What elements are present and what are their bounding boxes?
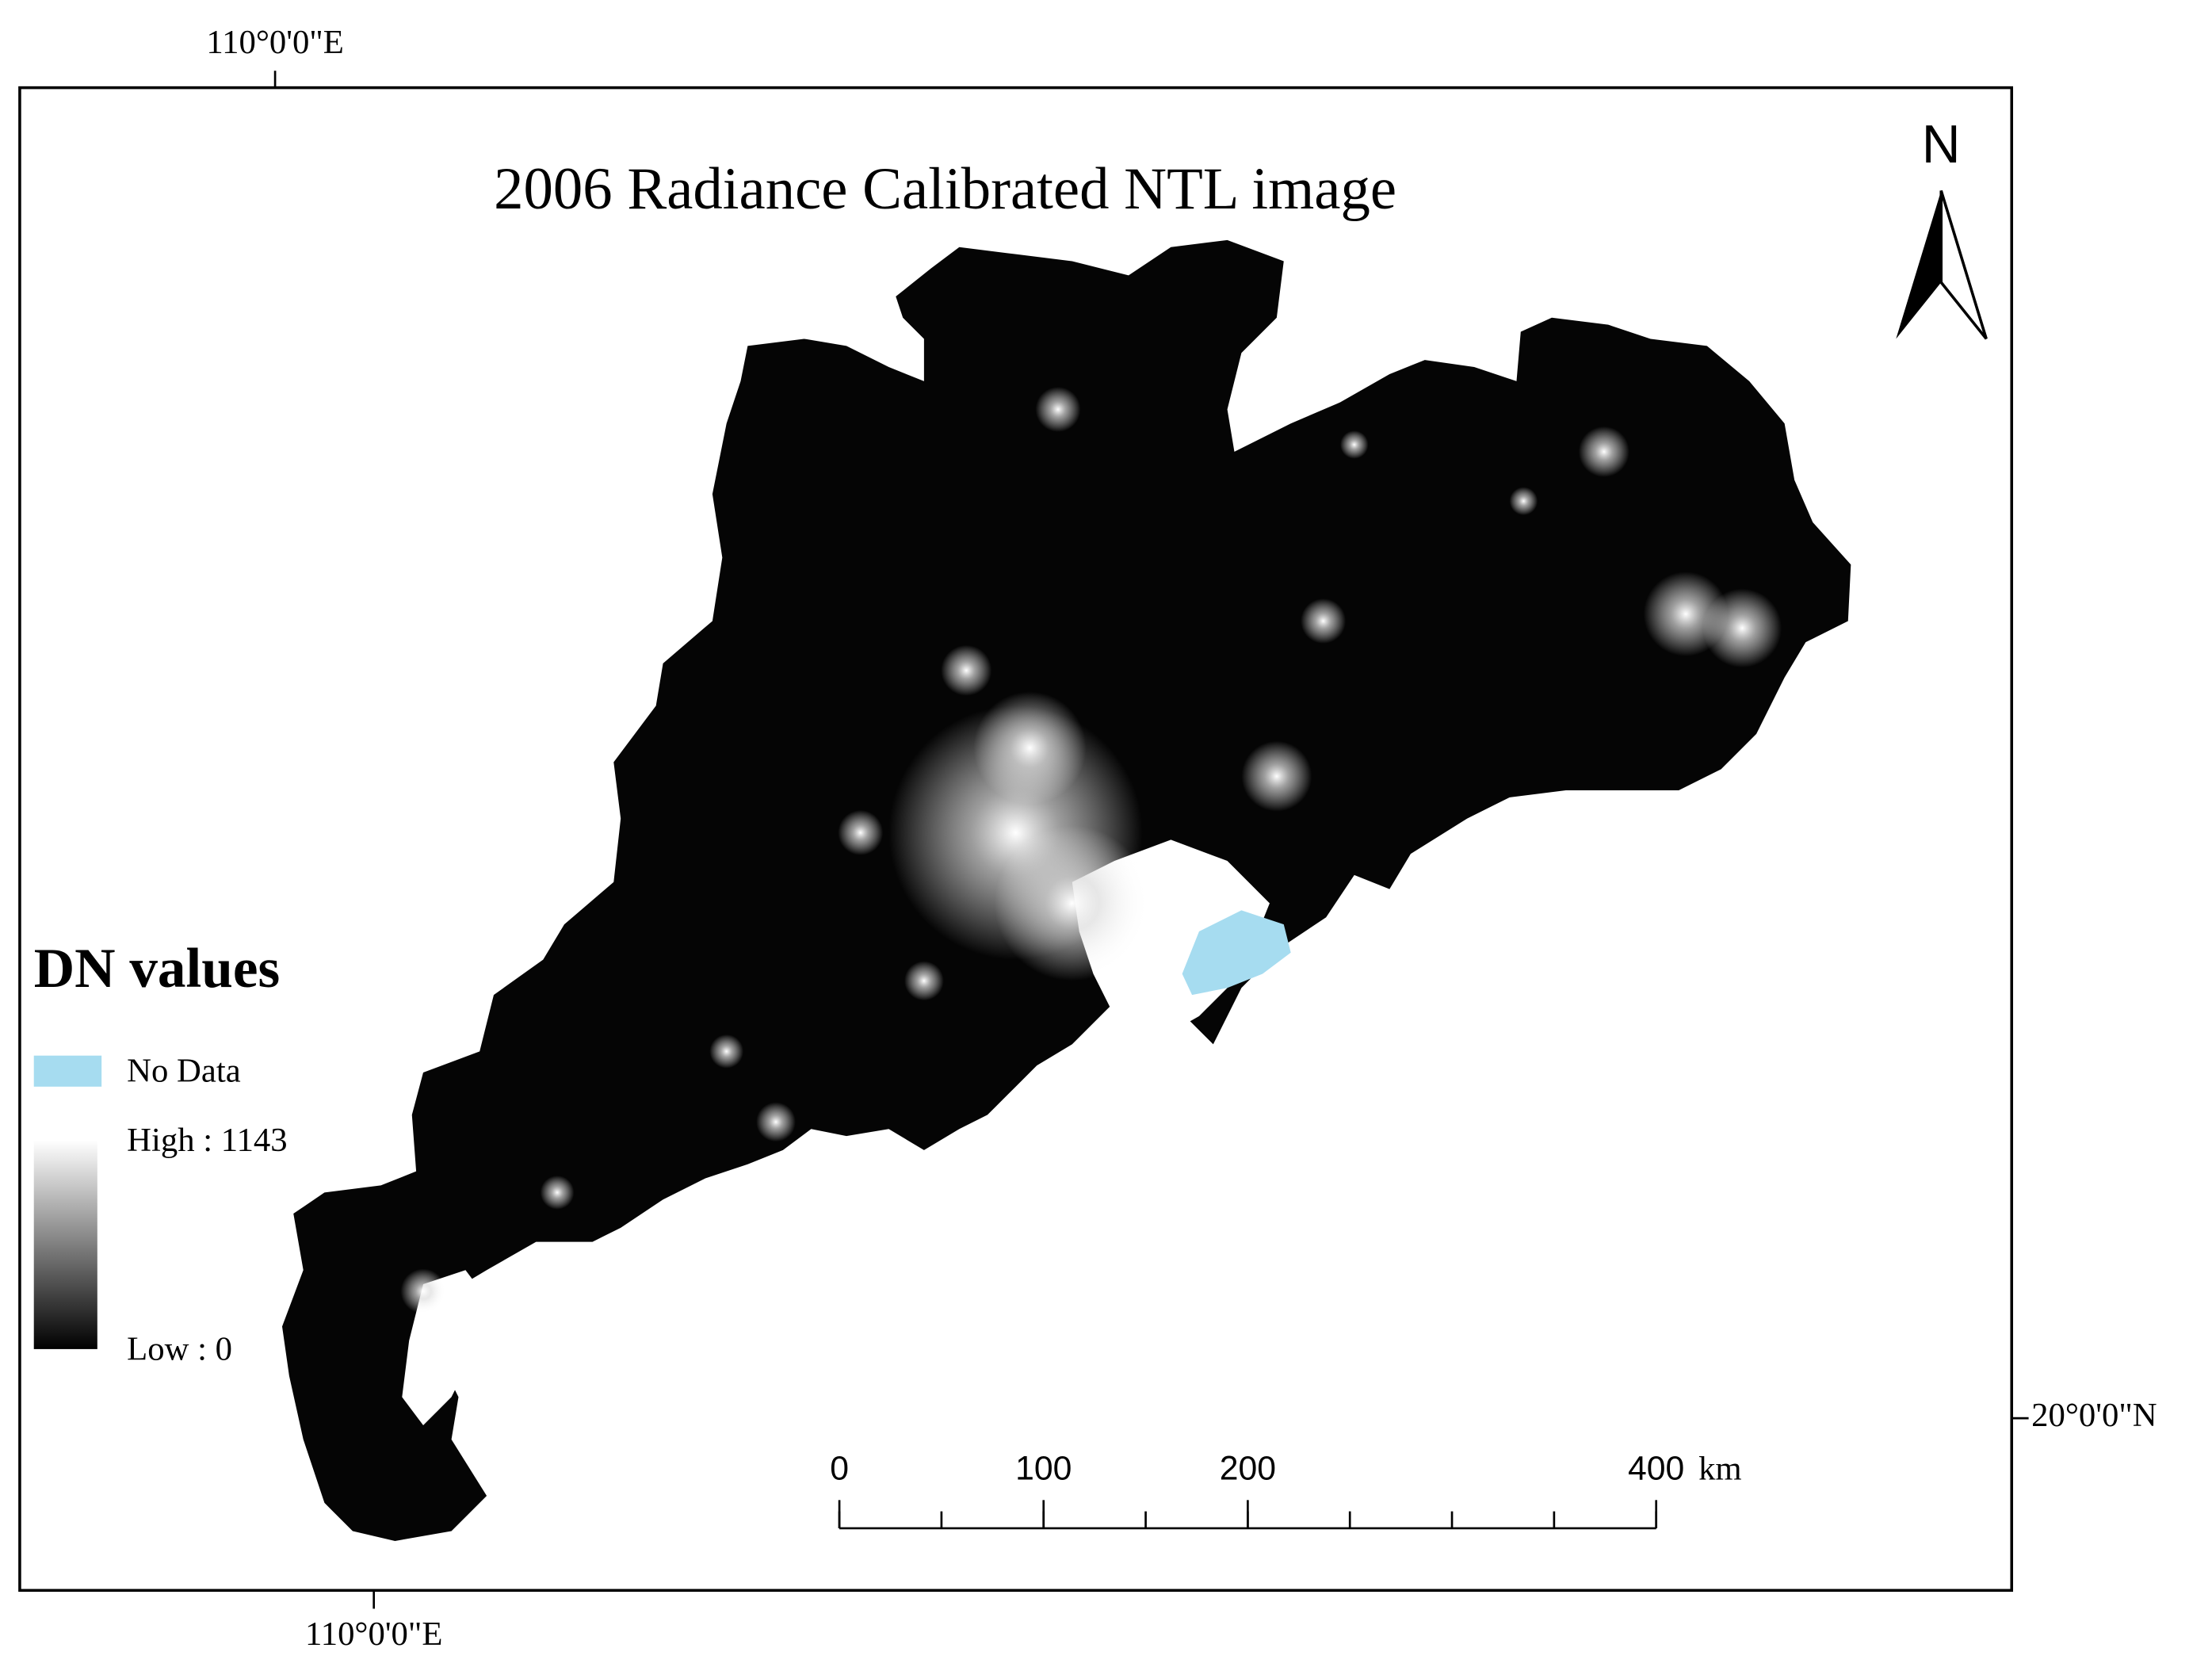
legend-label: Low : 0 (127, 1330, 232, 1367)
city-light (973, 691, 1087, 805)
north-label: N (1922, 115, 1961, 174)
legend-label: No Data (127, 1053, 241, 1090)
scale-bar-label: 200 (1220, 1449, 1276, 1487)
graticule-label: 110°0'0"E (305, 1616, 442, 1653)
region (281, 239, 1851, 1541)
scale-bar-label: 0 (830, 1449, 849, 1487)
city-light (994, 825, 1150, 981)
city-light (709, 1034, 744, 1069)
city-light (838, 809, 884, 855)
graticule-label: 20°0'0"N (2031, 1397, 2157, 1434)
graticule-label: 110°0'0"E (206, 24, 343, 61)
city-light (941, 644, 992, 696)
city-light (904, 961, 944, 1001)
city-light (1241, 740, 1312, 812)
legend-swatch (33, 1055, 102, 1087)
city-light (1509, 487, 1538, 515)
city-lights (400, 386, 1782, 1314)
legend-label: High : 1143 (127, 1122, 287, 1159)
city-light (756, 1102, 796, 1142)
north-arrow (1939, 190, 1988, 340)
map-title: 2006 Radiance Calibrated NTL image (494, 156, 1396, 222)
scale-bar-label: 400 (1628, 1449, 1684, 1487)
legend-title: DN values (34, 938, 280, 1000)
city-light (400, 1268, 446, 1314)
city-light (1339, 430, 1369, 459)
city-light (1035, 386, 1081, 432)
scale-bar-label: 100 (1015, 1449, 1072, 1487)
legend-ramp (33, 1140, 97, 1349)
city-light (1578, 426, 1629, 477)
city-light (1301, 598, 1347, 644)
city-light (1702, 588, 1782, 668)
no-data-area (1182, 910, 1291, 996)
scale-bar: 0 100 200 400 km (830, 1449, 1742, 1530)
city-light (540, 1175, 575, 1210)
scale-bar-unit: km (1698, 1451, 1742, 1488)
